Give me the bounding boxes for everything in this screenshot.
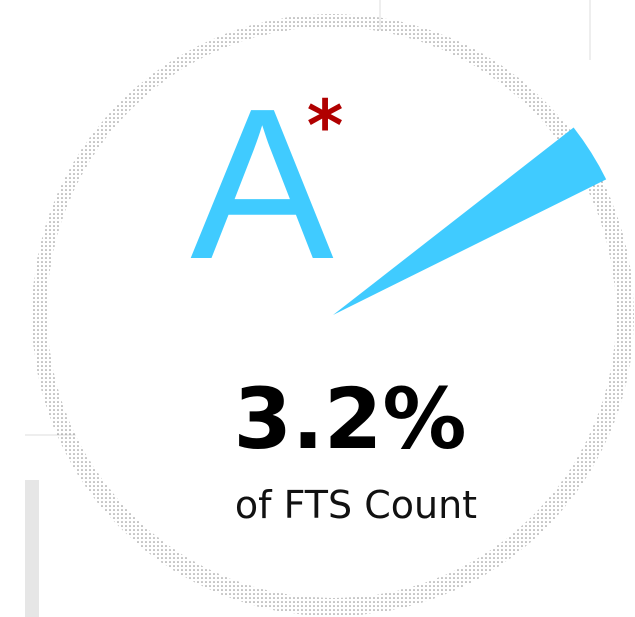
wedge (333, 127, 607, 315)
circle (47, 27, 615, 595)
background-bar (25, 480, 39, 617)
value-label: 3.2% (234, 370, 467, 468)
dotted-ring (32, 14, 634, 616)
category-label: A (190, 63, 333, 304)
subtitle: of FTS Count (235, 483, 477, 527)
annotation: * (307, 85, 344, 167)
